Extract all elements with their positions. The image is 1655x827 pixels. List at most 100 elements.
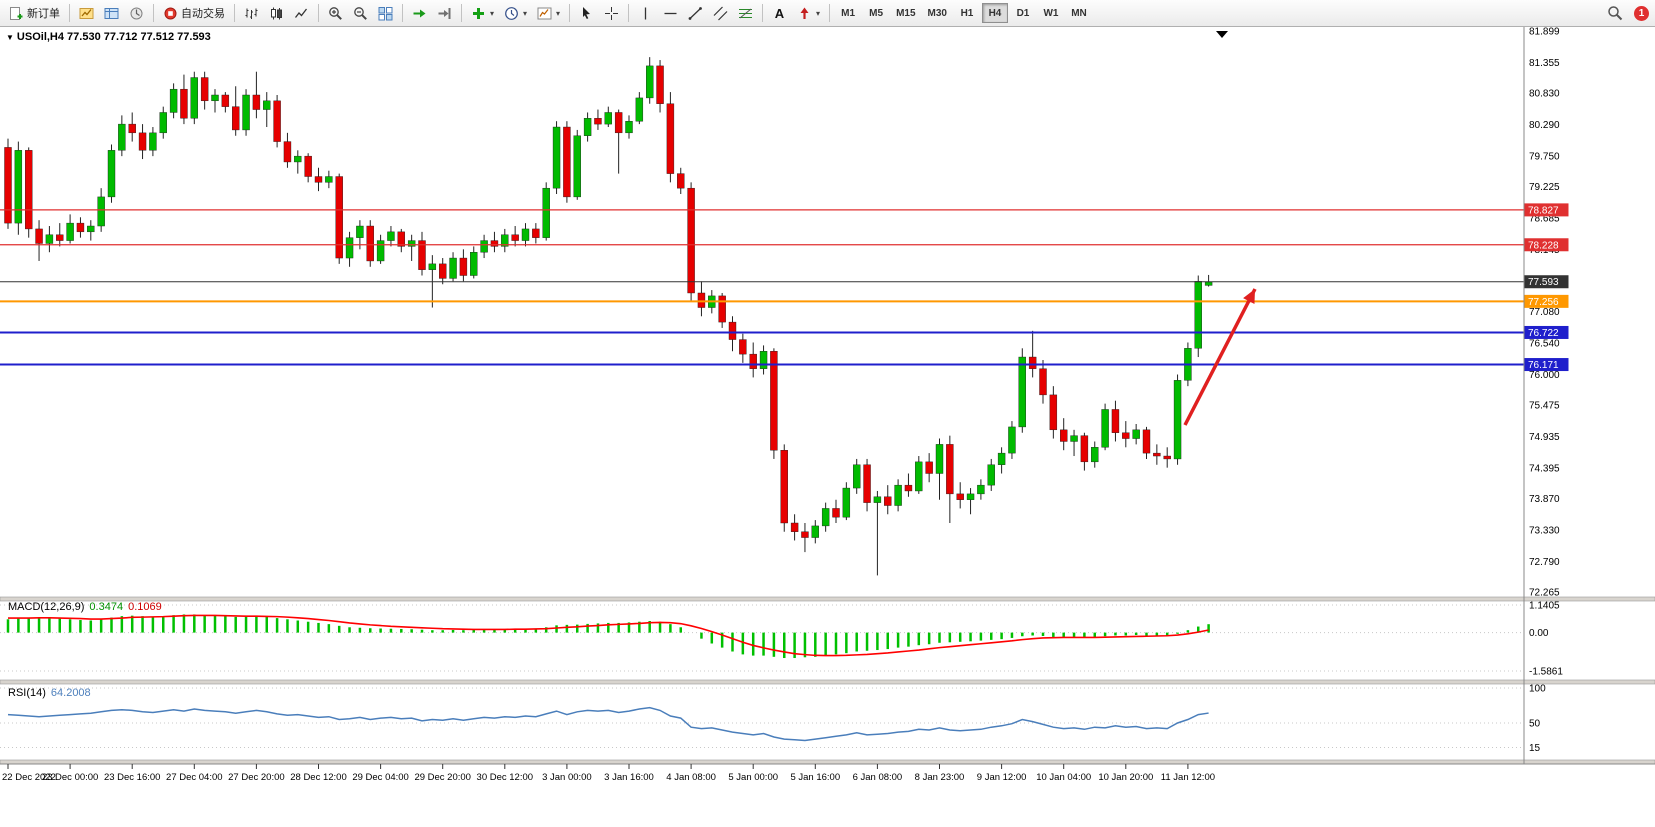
fibonacci-button[interactable] bbox=[733, 2, 758, 24]
candle-body bbox=[811, 525, 819, 538]
arrows-icon bbox=[797, 6, 812, 21]
candle-body bbox=[1204, 281, 1213, 286]
candle-body bbox=[532, 228, 540, 238]
candle-body bbox=[252, 94, 261, 110]
chart-marker-icon: ▼ bbox=[6, 33, 14, 42]
tf-h1-button[interactable]: H1 bbox=[954, 3, 980, 23]
tile-windows-button[interactable] bbox=[373, 2, 398, 24]
tf-mn-button[interactable]: MN bbox=[1066, 3, 1092, 23]
candle-body bbox=[1039, 368, 1047, 396]
bar-chart-button[interactable] bbox=[239, 2, 264, 24]
price-badge bbox=[1524, 294, 1569, 308]
candle-body bbox=[66, 222, 74, 241]
text-label-button[interactable]: A bbox=[767, 2, 792, 24]
line-chart-button[interactable] bbox=[289, 2, 314, 24]
toolbar-separator bbox=[569, 4, 571, 22]
candle-body bbox=[449, 257, 457, 279]
candle-body bbox=[583, 118, 592, 136]
crosshair-button[interactable] bbox=[599, 2, 624, 24]
candle-body bbox=[749, 353, 757, 369]
price-badge bbox=[1524, 203, 1569, 217]
price-axis-label: 81.899 bbox=[1529, 27, 1560, 38]
panel-separator[interactable] bbox=[0, 679, 1655, 685]
arrows-button[interactable]: ▾ bbox=[792, 2, 825, 24]
indicators-button[interactable]: ▾ bbox=[466, 2, 499, 24]
candle-body bbox=[594, 118, 602, 125]
price-axis-label: 79.225 bbox=[1529, 182, 1560, 193]
time-axis-label: 29 Dec 04:00 bbox=[352, 772, 409, 783]
tf-m1-button[interactable]: M1 bbox=[835, 3, 861, 23]
macd-indicator-label: MACD(12,26,9) 0.3474 0.1069 bbox=[8, 601, 167, 613]
symbol-quote: ▼ USOil,H4 77.530 77.712 77.512 77.593 bbox=[6, 31, 216, 43]
candle-body bbox=[501, 234, 509, 247]
candle-body bbox=[894, 484, 902, 506]
price-axis-label: 80.290 bbox=[1529, 120, 1560, 131]
auto-scroll-icon bbox=[412, 6, 427, 21]
tf-h4-button[interactable]: H4 bbox=[981, 3, 1008, 23]
vertical-line-button[interactable] bbox=[633, 2, 658, 24]
market-watch-button[interactable] bbox=[74, 2, 99, 24]
chevron-down-icon: ▾ bbox=[523, 8, 528, 18]
candle-body bbox=[966, 493, 975, 500]
price-badge bbox=[1524, 275, 1569, 289]
chart-area[interactable]: 81.899 81.355 80.830 80.290 79.750 79.225 78.6… bbox=[0, 27, 1655, 827]
price-axis-label: 80.830 bbox=[1529, 89, 1560, 100]
line-chart-icon bbox=[294, 6, 309, 21]
periods-button[interactable]: ▾ bbox=[499, 2, 532, 24]
candle-body bbox=[76, 222, 85, 233]
candle-body bbox=[915, 461, 923, 492]
navigator-button[interactable] bbox=[124, 2, 149, 24]
tf-m30-button[interactable]: M30 bbox=[923, 3, 952, 23]
candle-body bbox=[107, 150, 116, 198]
price-badge-text: 77.256 bbox=[1528, 297, 1559, 308]
time-axis-label: 23 Dec 16:00 bbox=[104, 772, 161, 783]
candle-body bbox=[1018, 356, 1026, 428]
candle-body bbox=[666, 103, 675, 174]
candle-body bbox=[231, 106, 240, 131]
candle-body bbox=[1122, 432, 1130, 439]
periods-icon bbox=[504, 6, 519, 21]
time-axis-label: 3 Jan 16:00 bbox=[604, 772, 654, 783]
equidistant-channel-button[interactable] bbox=[708, 2, 733, 24]
price-axis-label: 73.870 bbox=[1529, 494, 1560, 505]
new-order-button[interactable]: 新订单 bbox=[4, 2, 65, 24]
tf-d1-button[interactable]: D1 bbox=[1010, 3, 1036, 23]
candle-body bbox=[842, 487, 851, 518]
trend-arrow[interactable] bbox=[1183, 288, 1257, 426]
chart-shift-button[interactable] bbox=[432, 2, 457, 24]
notification-badge[interactable]: 1 bbox=[1634, 5, 1649, 21]
candle-body bbox=[956, 493, 964, 500]
candle-body bbox=[314, 176, 323, 183]
data-window-button[interactable] bbox=[99, 2, 124, 24]
candlestick-chart-button[interactable] bbox=[264, 2, 289, 24]
trendline-button[interactable] bbox=[683, 2, 708, 24]
tf-w1-button[interactable]: W1 bbox=[1038, 3, 1064, 23]
indicators-icon bbox=[471, 6, 486, 21]
auto-trading-button[interactable]: 自动交易 bbox=[158, 2, 230, 24]
candle-body bbox=[14, 150, 23, 224]
auto-scroll-button[interactable] bbox=[407, 2, 432, 24]
tf-m5-button[interactable]: M5 bbox=[863, 3, 889, 23]
cursor-button[interactable] bbox=[574, 2, 599, 24]
search-icon bbox=[1607, 5, 1623, 21]
candle-body bbox=[780, 450, 788, 524]
search-button[interactable] bbox=[1602, 2, 1628, 24]
panel-separator[interactable] bbox=[0, 759, 1655, 765]
templates-button[interactable]: ▾ bbox=[532, 2, 565, 24]
candle-body bbox=[1163, 455, 1171, 460]
text-icon: A bbox=[772, 6, 787, 21]
trend-arrow-head[interactable] bbox=[1243, 289, 1255, 304]
candle-body bbox=[718, 295, 726, 323]
candle-body bbox=[997, 452, 1006, 465]
candle-body bbox=[118, 123, 126, 151]
price-axis-label: 76.540 bbox=[1529, 339, 1560, 350]
panel-separator[interactable] bbox=[0, 596, 1655, 602]
candle-body bbox=[428, 263, 437, 270]
candles-chart-icon bbox=[269, 6, 284, 21]
tf-m15-button[interactable]: M15 bbox=[891, 3, 920, 23]
zoom-in-button[interactable] bbox=[323, 2, 348, 24]
zoom-out-button[interactable] bbox=[348, 2, 373, 24]
toolbar-separator bbox=[628, 4, 630, 22]
horizontal-line-button[interactable] bbox=[658, 2, 683, 24]
